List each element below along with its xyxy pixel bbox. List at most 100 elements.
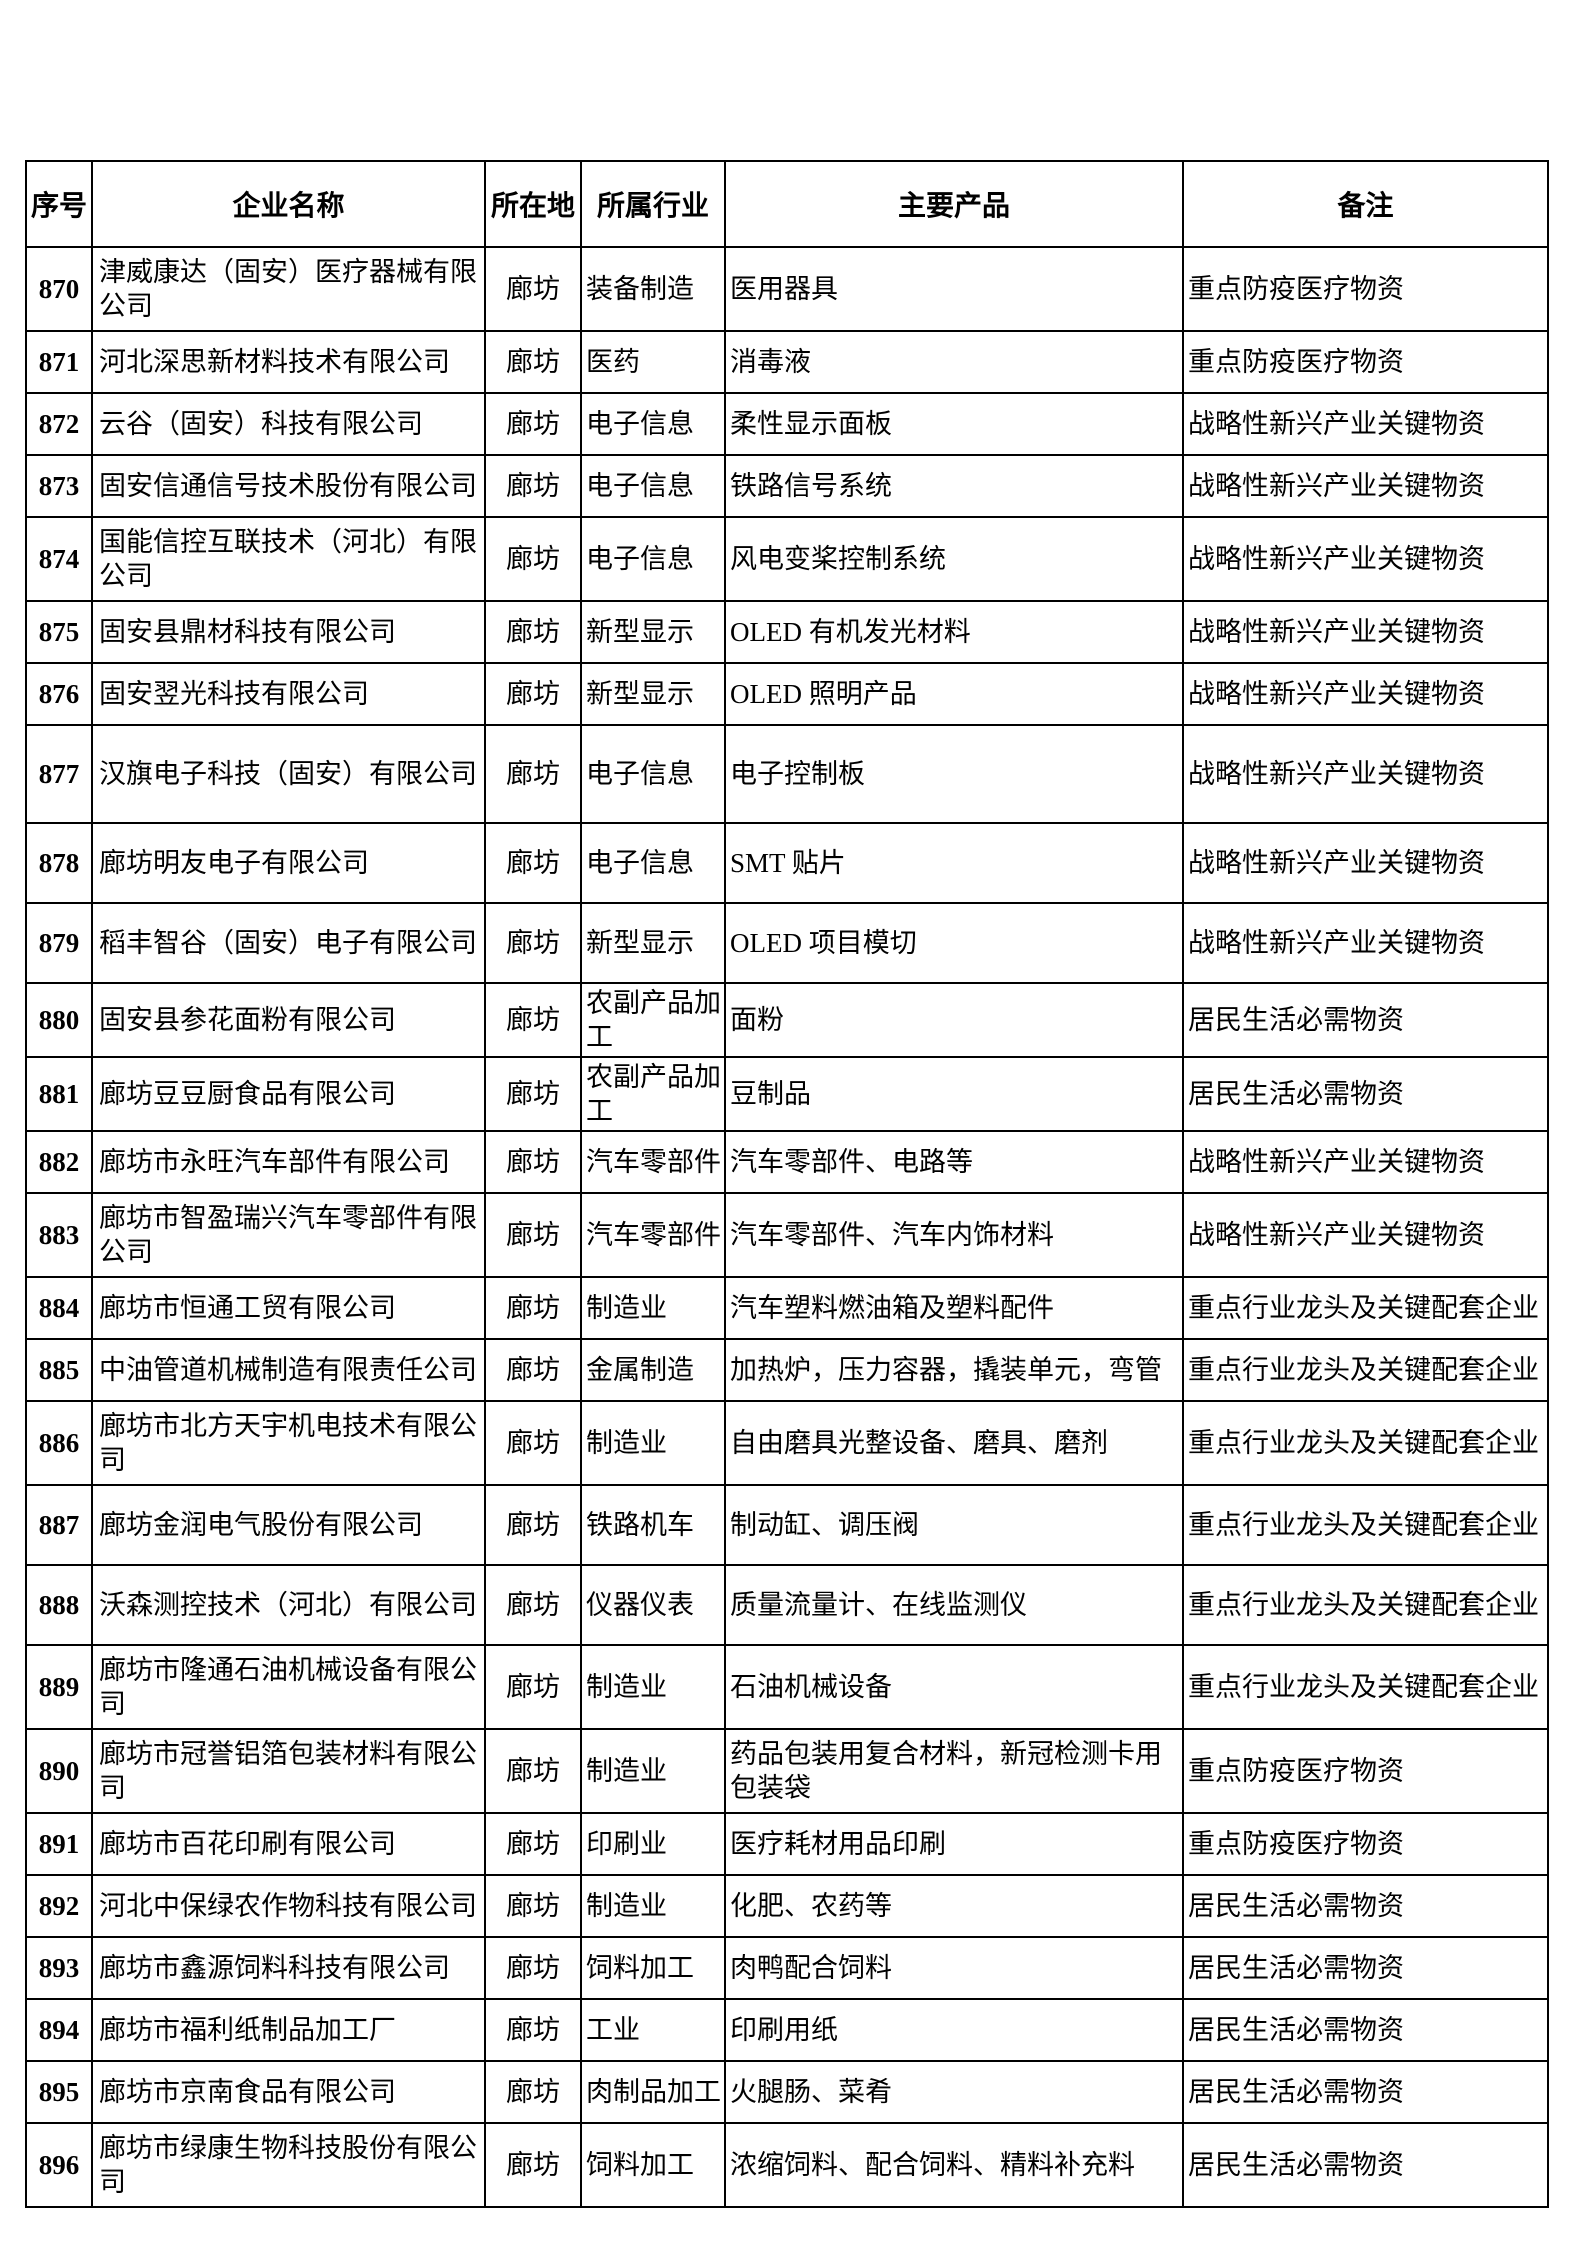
table-row: 895 廊坊市京南食品有限公司 廊坊 肉制品加工 火腿肠、菜肴 居民生活必需物资 (25, 2060, 1549, 2125)
table-row: 875 固安县鼎材科技有限公司 廊坊 新型显示 OLED 有机发光材料 战略性新兴产业关键… (25, 600, 1549, 664)
cell-location: 廊坊 (484, 2122, 582, 2209)
cell-remark: 居民生活必需物资 (1182, 2122, 1549, 2209)
cell-name: 廊坊市北方天宇机电技术有限公司 (91, 1400, 486, 1487)
cell-name: 固安翌光科技有限公司 (91, 662, 486, 726)
table-row: 871 河北深思新材料技术有限公司 廊坊 医药 消毒液 重点防疫医疗物资 (25, 330, 1549, 394)
cell-name: 廊坊市福利纸制品加工厂 (91, 1998, 486, 2063)
cell-industry: 电子信息 (580, 454, 726, 518)
cell-industry: 电子信息 (580, 724, 726, 824)
column-header-industry: 所属行业 (580, 160, 726, 248)
cell-index: 882 (25, 1130, 93, 1195)
cell-index: 884 (25, 1276, 93, 1341)
cell-location: 廊坊 (484, 724, 582, 824)
table-row: 890 廊坊市冠誉铝箔包装材料有限公司 廊坊 制造业 药品包装用复合材料，新冠检测卡用包… (25, 1728, 1549, 1815)
table-row: 874 国能信控互联技术（河北）有限公司 廊坊 电子信息 风电变桨控制系统 战略性新兴产业… (25, 516, 1549, 602)
table-row: 880 固安县参花面粉有限公司 廊坊 农副产品加工 面粉 居民生活必需物资 (25, 981, 1549, 1059)
table-row: 891 廊坊市百花印刷有限公司 廊坊 印刷业 医疗耗材用品印刷 重点防疫医疗物资 (25, 1812, 1549, 1877)
cell-location: 廊坊 (484, 1276, 582, 1341)
cell-location: 廊坊 (484, 2060, 582, 2125)
cell-name: 廊坊市永旺汽车部件有限公司 (91, 1130, 486, 1195)
cell-index: 883 (25, 1192, 93, 1279)
cell-index: 888 (25, 1564, 93, 1647)
cell-remark: 重点行业龙头及关键配套企业 (1182, 1338, 1549, 1403)
cell-name: 津威康达（固安）医疗器械有限公司 (91, 246, 486, 332)
table-row: 896 廊坊市绿康生物科技股份有限公司 廊坊 饲料加工 浓缩饲料、配合饲料、精料补充料居… (25, 2122, 1549, 2209)
column-header-remark: 备注 (1182, 160, 1549, 248)
cell-index: 886 (25, 1400, 93, 1487)
table-row: 879 稻丰智谷（固安）电子有限公司 廊坊 新型显示 OLED 项目模切 战略性新兴产业关… (25, 902, 1549, 984)
cell-index: 874 (25, 516, 93, 602)
cell-industry: 新型显示 (580, 662, 726, 726)
cell-remark: 战略性新兴产业关键物资 (1182, 392, 1549, 456)
cell-index: 885 (25, 1338, 93, 1403)
cell-location: 廊坊 (484, 1192, 582, 1279)
cell-location: 廊坊 (484, 516, 582, 602)
cell-location: 廊坊 (484, 600, 582, 664)
cell-name: 廊坊市智盈瑞兴汽车零部件有限公司 (91, 1192, 486, 1279)
cell-location: 廊坊 (484, 902, 582, 984)
cell-industry: 汽车零部件 (580, 1192, 726, 1279)
table-row: 870 津威康达（固安）医疗器械有限公司 廊坊 装备制造 医用器具 重点防疫医疗物资 (25, 246, 1549, 332)
cell-name: 廊坊明友电子有限公司 (91, 822, 486, 904)
header-row: 序号 企业名称 所在地 所属行业 主要产品 备注 (25, 160, 1549, 248)
cell-index: 871 (25, 330, 93, 394)
table-row: 886 廊坊市北方天宇机电技术有限公司 廊坊 制造业 自由磨具光整设备、磨具、磨剂 重点行… (25, 1400, 1549, 1487)
table-row: 893 廊坊市鑫源饲料科技有限公司 廊坊 饲料加工 肉鸭配合饲料 居民生活必需物资 (25, 1936, 1549, 2001)
column-header-index: 序号 (25, 160, 93, 248)
cell-products: 加热炉，压力容器，撬装单元，弯管 (724, 1338, 1184, 1403)
cell-industry: 铁路机车 (580, 1484, 726, 1567)
cell-products: 肉鸭配合饲料 (724, 1936, 1184, 2001)
cell-industry: 工业 (580, 1998, 726, 2063)
cell-location: 廊坊 (484, 1728, 582, 1815)
column-header-name: 企业名称 (91, 160, 486, 248)
cell-name: 云谷（固安）科技有限公司 (91, 392, 486, 456)
cell-products: OLED 照明产品 (724, 662, 1184, 726)
cell-location: 廊坊 (484, 662, 582, 726)
table-body: 870 津威康达（固安）医疗器械有限公司 廊坊 装备制造 医用器具 重点防疫医疗物资 871… (25, 246, 1549, 2209)
cell-remark: 重点行业龙头及关键配套企业 (1182, 1644, 1549, 1731)
cell-remark: 居民生活必需物资 (1182, 981, 1549, 1059)
cell-index: 889 (25, 1644, 93, 1731)
cell-location: 廊坊 (484, 392, 582, 456)
cell-remark: 重点防疫医疗物资 (1182, 1812, 1549, 1877)
table-row: 877 汉旗电子科技（固安）有限公司 廊坊 电子信息 电子控制板 战略性新兴产业关键物资 (25, 724, 1549, 824)
cell-index: 873 (25, 454, 93, 518)
cell-industry: 电子信息 (580, 516, 726, 602)
cell-products: 印刷用纸 (724, 1998, 1184, 2063)
cell-remark: 战略性新兴产业关键物资 (1182, 1192, 1549, 1279)
cell-name: 固安县鼎材科技有限公司 (91, 600, 486, 664)
table-row: 885 中油管道机械制造有限责任公司 廊坊 金属制造 加热炉，压力容器，撬装单元，弯管重… (25, 1338, 1549, 1403)
cell-industry: 金属制造 (580, 1338, 726, 1403)
cell-location: 廊坊 (484, 981, 582, 1059)
cell-location: 廊坊 (484, 1564, 582, 1647)
table-row: 892 河北中保绿农作物科技有限公司 廊坊 制造业 化肥、农药等 居民生活必需物资 (25, 1874, 1549, 1939)
cell-location: 廊坊 (484, 1812, 582, 1877)
cell-index: 870 (25, 246, 93, 332)
table-row: 887 廊坊金润电气股份有限公司 廊坊 铁路机车 制动缸、调压阀 重点行业龙头及关键配套企… (25, 1484, 1549, 1567)
cell-products: 医疗耗材用品印刷 (724, 1812, 1184, 1877)
cell-industry: 饲料加工 (580, 1936, 726, 2001)
cell-industry: 制造业 (580, 1644, 726, 1731)
cell-location: 廊坊 (484, 1338, 582, 1403)
cell-location: 廊坊 (484, 1998, 582, 2063)
cell-remark: 战略性新兴产业关键物资 (1182, 902, 1549, 984)
cell-index: 880 (25, 981, 93, 1059)
cell-name: 廊坊市绿康生物科技股份有限公司 (91, 2122, 486, 2209)
cell-industry: 制造业 (580, 1400, 726, 1487)
cell-index: 872 (25, 392, 93, 456)
cell-products: 风电变桨控制系统 (724, 516, 1184, 602)
cell-name: 固安信通信号技术股份有限公司 (91, 454, 486, 518)
cell-name: 廊坊金润电气股份有限公司 (91, 1484, 486, 1567)
cell-location: 廊坊 (484, 1056, 582, 1133)
cell-products: 火腿肠、菜肴 (724, 2060, 1184, 2125)
cell-industry: 肉制品加工 (580, 2060, 726, 2125)
enterprise-table: 序号 企业名称 所在地 所属行业 主要产品 备注 870 津威康达（固安）医疗器械… (25, 160, 1549, 2209)
cell-products: 汽车零部件、汽车内饰材料 (724, 1192, 1184, 1279)
table-row: 888 沃森测控技术（河北）有限公司 廊坊 仪器仪表 质量流量计、在线监测仪 重点行业龙头… (25, 1564, 1549, 1647)
cell-name: 中油管道机械制造有限责任公司 (91, 1338, 486, 1403)
table-row: 884 廊坊市恒通工贸有限公司 廊坊 制造业 汽车塑料燃油箱及塑料配件 重点行业龙头及关键… (25, 1276, 1549, 1341)
cell-remark: 战略性新兴产业关键物资 (1182, 822, 1549, 904)
cell-products: 面粉 (724, 981, 1184, 1059)
cell-name: 廊坊市百花印刷有限公司 (91, 1812, 486, 1877)
